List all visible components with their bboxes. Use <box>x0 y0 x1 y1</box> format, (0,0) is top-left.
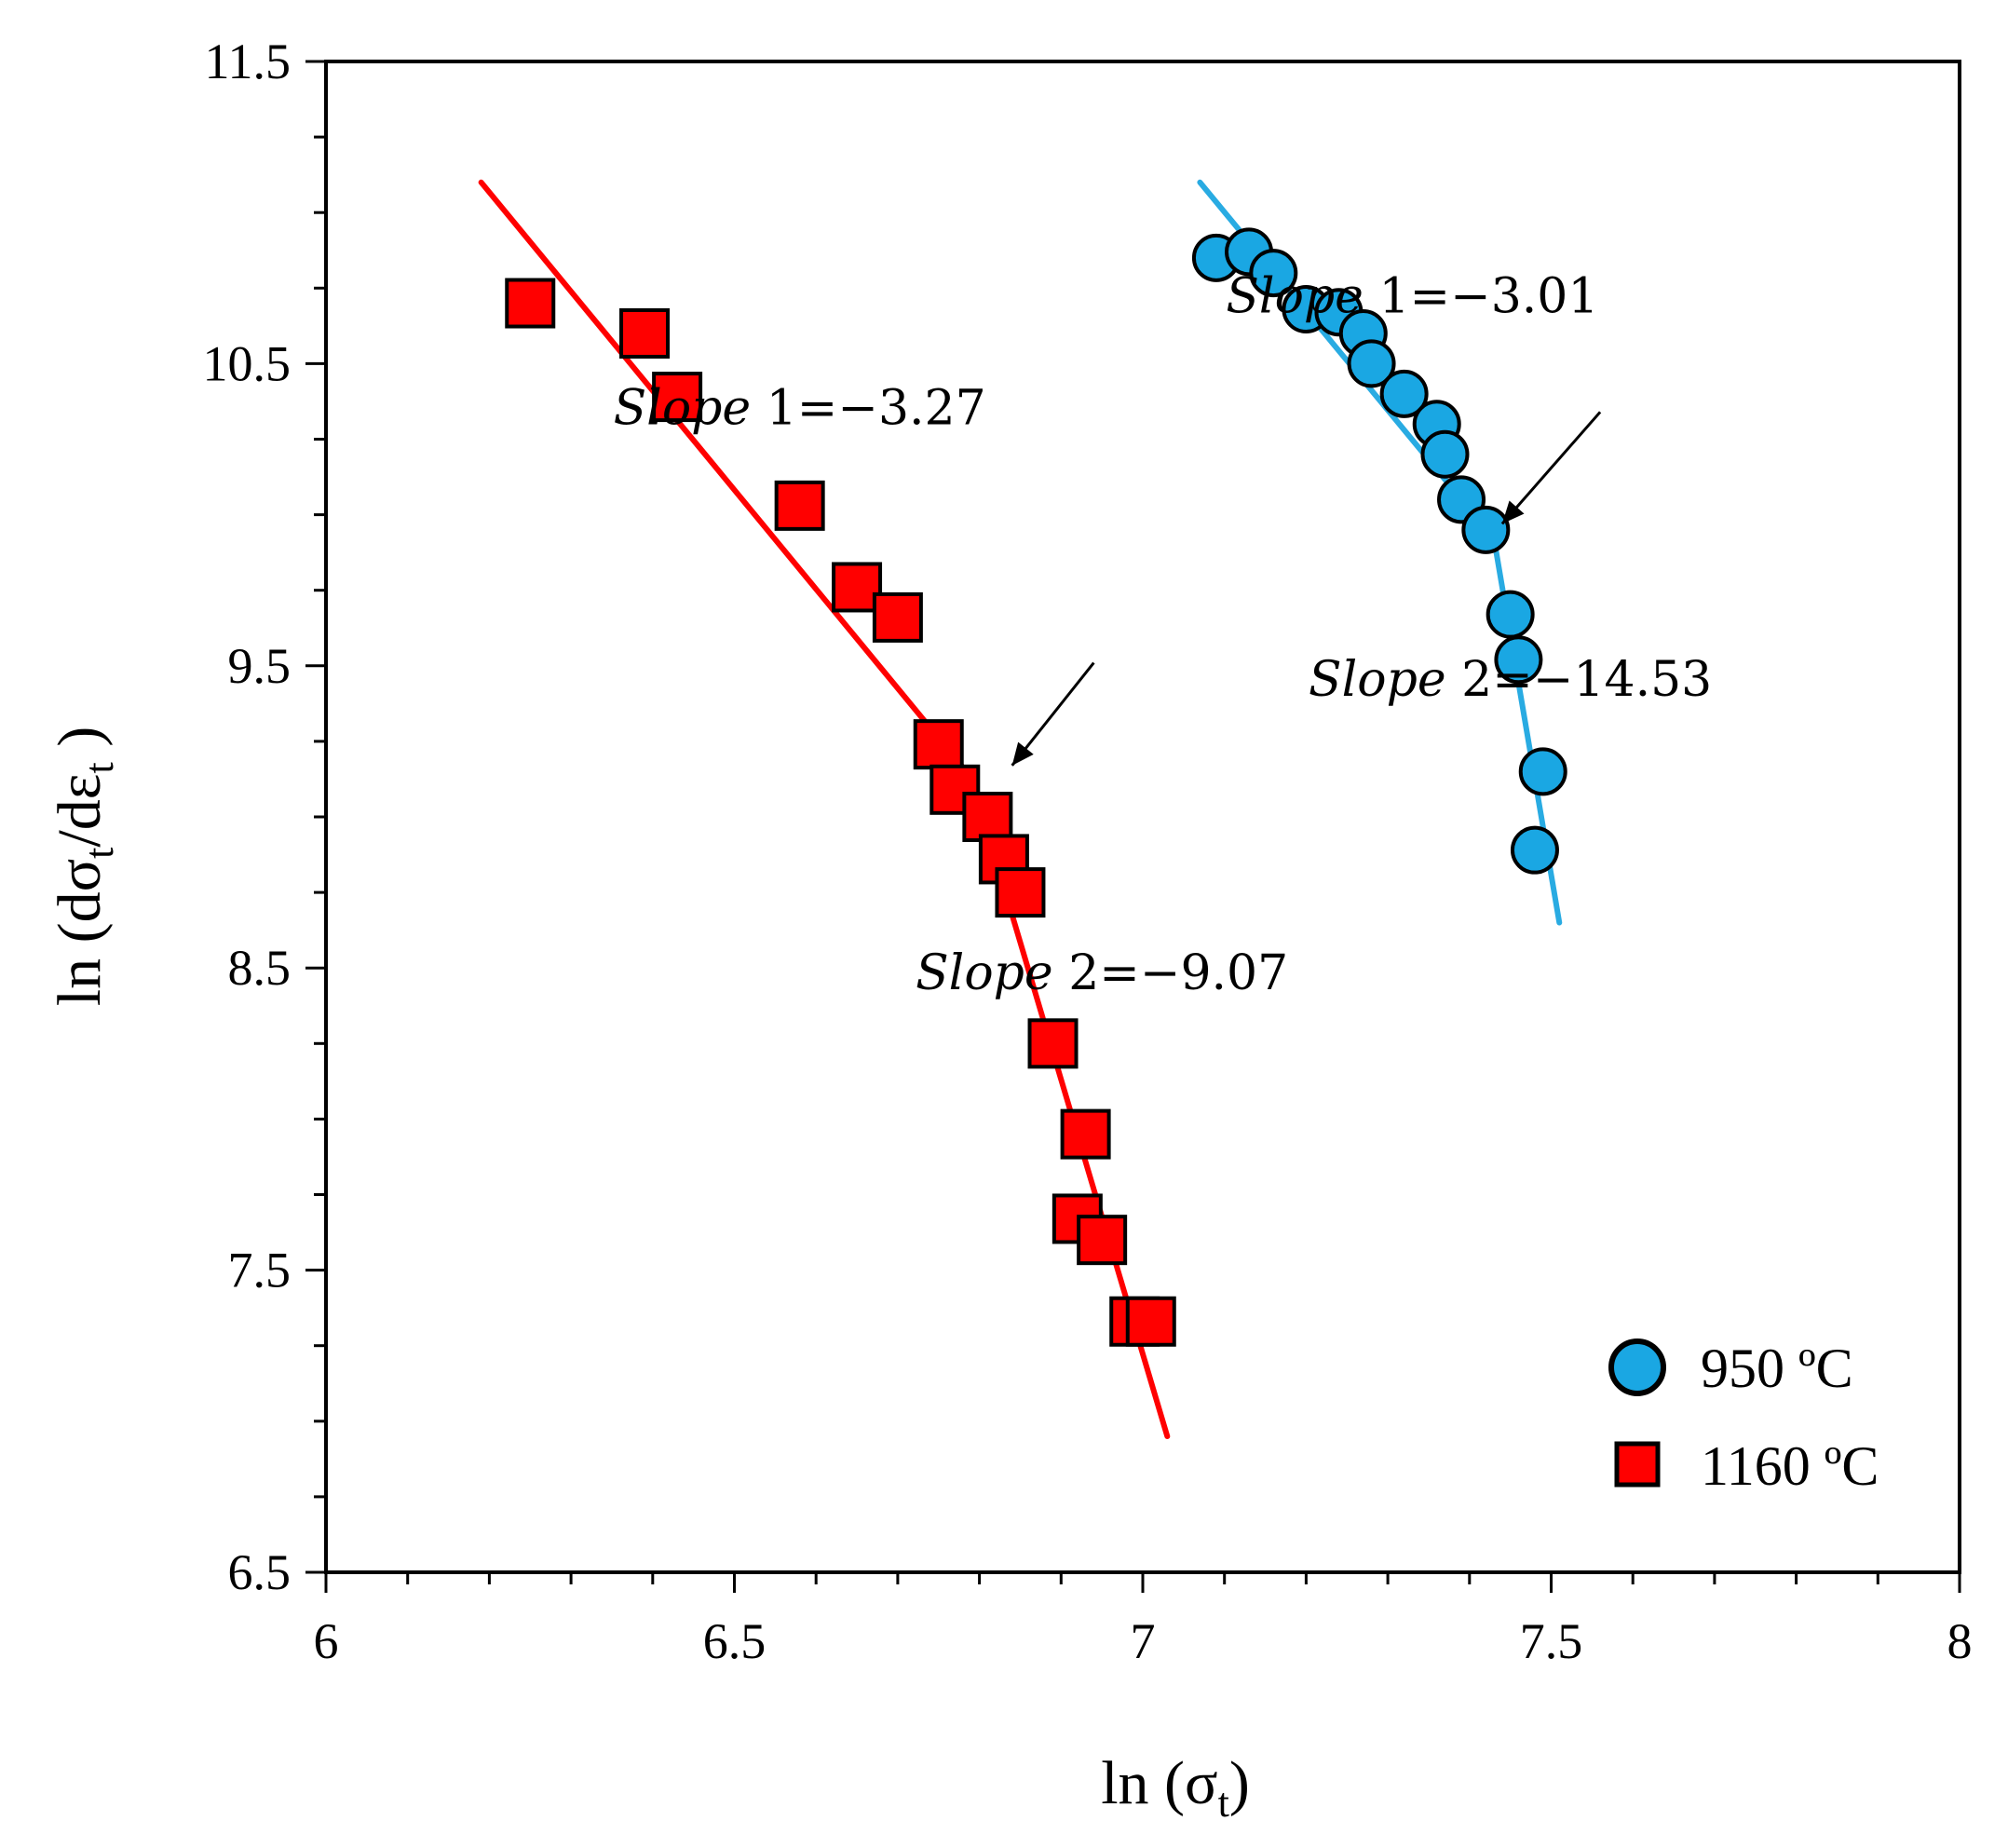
legend: 950 ºC 1160 ºC <box>1608 1338 1879 1497</box>
data-point-square <box>619 307 671 359</box>
data-point-square <box>995 867 1046 918</box>
data-point-square <box>913 719 964 770</box>
data-point-circle <box>1510 825 1559 875</box>
data-point-square <box>774 480 825 531</box>
x-axis-title-prefix: ln (σ <box>1101 1749 1217 1817</box>
y-tick-label: 9.5 <box>228 638 292 694</box>
axis-ticks <box>305 60 1961 1593</box>
slope-annotation-italic: Slope <box>1226 268 1364 324</box>
arrows <box>1011 411 1602 767</box>
y-axis-title-prefix: ln (dσ <box>46 859 114 1006</box>
slope-annotation: Slope 2=−14.53 <box>1309 652 1712 708</box>
data-point-square <box>505 278 556 329</box>
fit-line-series-1-segment-1 <box>478 179 974 781</box>
data-point-square <box>652 372 703 423</box>
arrow-head <box>1501 500 1525 524</box>
legend-marker-950 <box>1608 1338 1666 1396</box>
data-point-square <box>1125 1296 1176 1347</box>
x-tick-label: 7.5 <box>1520 1613 1583 1669</box>
legend-marker-1160 <box>1614 1441 1661 1488</box>
x-axis-title-suffix: ) <box>1229 1749 1250 1817</box>
data-point-square <box>929 764 981 815</box>
data-point-square <box>1077 1215 1128 1266</box>
fit-lines <box>478 179 1563 1440</box>
data-point-circle <box>1420 429 1470 479</box>
data-point-circle <box>1249 249 1298 298</box>
x-tick-label: 7 <box>1131 1613 1156 1669</box>
data-point-circle <box>1347 339 1396 388</box>
data-point-square <box>962 792 1013 842</box>
data-point-square <box>1027 1018 1079 1069</box>
x-axis-title: ln (σt) <box>1101 1749 1250 1826</box>
tick-labels: 6 6.5 7 7.5 8 6.5 7.5 8.5 9.5 10.5 11.5 <box>203 34 1973 1669</box>
slope-annotation-italic: Slope <box>614 380 752 436</box>
data-point-square <box>1060 1108 1111 1160</box>
legend-label-1160: 1160 ºC <box>1701 1435 1879 1497</box>
legend-label-950: 950 ºC <box>1701 1338 1853 1399</box>
y-axis-title-suffix: ) <box>46 727 114 762</box>
y-tick-label: 6.5 <box>228 1544 292 1600</box>
data-points <box>505 227 1567 1347</box>
series-0-points <box>1191 227 1567 875</box>
y-axis-title-middle: /dε <box>46 774 114 848</box>
y-tick-label: 10.5 <box>203 335 292 391</box>
data-point-circle <box>1379 369 1429 418</box>
x-axis-title-subscript: t <box>1218 1780 1229 1826</box>
slope-annotation-italic: Slope <box>1309 652 1446 708</box>
slope-annotation-value: 1=−3.01 <box>1364 268 1599 324</box>
slope-annotation: Slope 2=−9.07 <box>916 945 1288 1001</box>
arrow-head <box>1011 741 1034 766</box>
y-axis-title-subscript-2: t <box>76 762 122 773</box>
y-tick-label: 7.5 <box>228 1243 292 1298</box>
slope-annotation: Slope 1=−3.01 <box>1226 268 1598 324</box>
slope-annotation-italic: Slope <box>916 945 1053 1001</box>
y-axis-title-subscript-1: t <box>76 848 122 859</box>
data-point-circle <box>1461 505 1511 554</box>
slope-annotation: Slope 1=−3.27 <box>614 380 986 436</box>
data-point-square <box>832 562 883 613</box>
data-point-square <box>872 591 923 643</box>
series-1-points <box>505 278 1176 1347</box>
plot-frame <box>324 60 1961 1574</box>
y-tick-label: 8.5 <box>228 940 292 996</box>
slope-annotation-value: 2=−9.07 <box>1053 945 1289 1001</box>
data-point-circle <box>1494 635 1543 685</box>
x-tick-label: 6 <box>314 1613 339 1669</box>
arrow-shaft <box>1500 411 1602 525</box>
y-axis-title: ln (dσt/dεt ) <box>46 727 122 1006</box>
data-point-circle <box>1486 590 1535 639</box>
x-tick-label: 8 <box>1947 1613 1973 1669</box>
data-point-circle <box>1518 747 1567 796</box>
slope-annotation-value: 1=−3.27 <box>751 380 986 436</box>
slope-annotation-value: 2=−14.53 <box>1446 652 1713 708</box>
x-tick-label: 6.5 <box>703 1613 767 1669</box>
y-tick-label: 11.5 <box>205 34 292 89</box>
